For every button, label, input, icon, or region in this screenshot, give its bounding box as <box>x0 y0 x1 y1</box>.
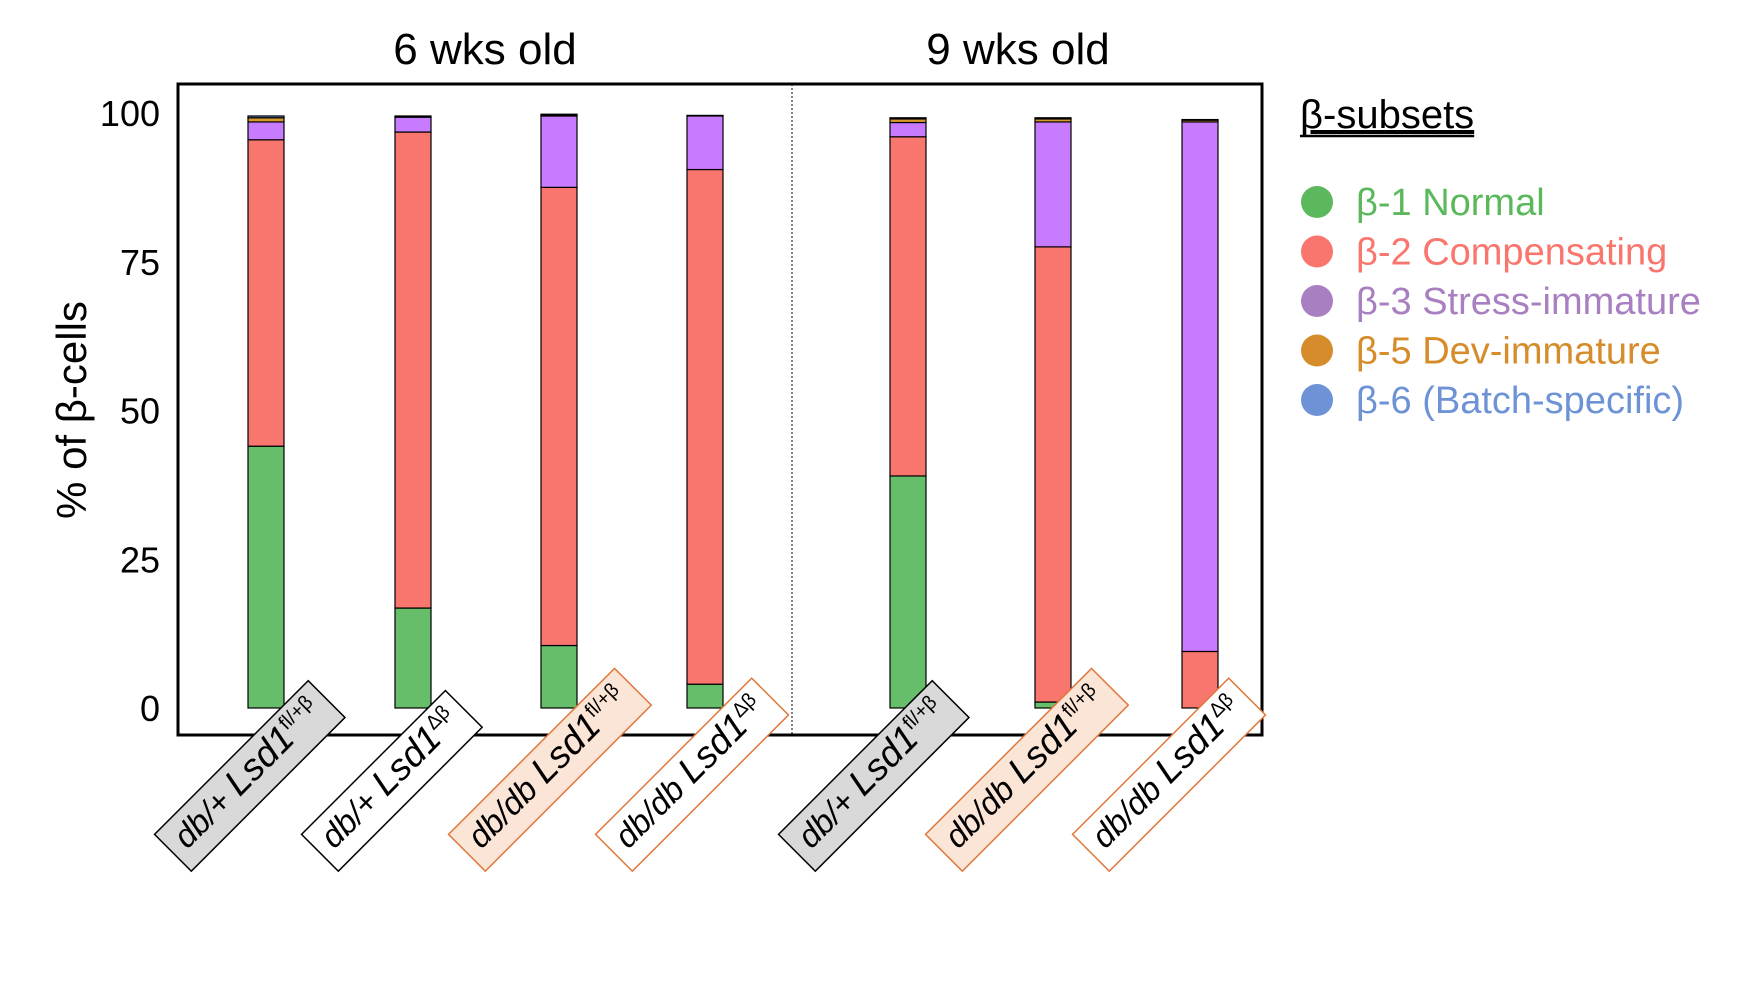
category-label-box <box>1071 677 1267 873</box>
bar-segment-3-series-2 <box>540 186 578 647</box>
bar-segment-2-series-5 <box>394 115 432 118</box>
bar-segment-6-series-2 <box>1034 246 1072 703</box>
legend-marker-5 <box>1301 384 1333 416</box>
group-title: 6 wks old <box>393 25 576 74</box>
bar-segment-5-series-1 <box>889 475 927 709</box>
legend-title: β-subsets <box>1300 93 1474 137</box>
category-label-box <box>153 679 347 873</box>
legend-marker-3 <box>1301 285 1333 317</box>
legend-entry-1: β-1 Normal <box>1356 182 1545 224</box>
category-label-box <box>777 679 971 873</box>
bar-segment-1-series-4 <box>247 117 285 123</box>
bar-segment-4-series-3 <box>686 115 724 171</box>
y-tick-label: 50 <box>120 391 160 432</box>
legend-marker-2 <box>1301 235 1333 268</box>
category-label-box <box>447 667 653 873</box>
category-label-3: db/db Lsd1fl/+β <box>447 667 653 873</box>
legend-marker-4 <box>1301 334 1333 367</box>
bar-segment-4-series-2 <box>686 168 724 685</box>
legend-entry-3: β-3 Stress-immature <box>1356 281 1701 323</box>
category-label-box <box>300 689 484 873</box>
y-tick-label: 75 <box>120 242 160 283</box>
plot-area <box>176 82 1264 737</box>
bar-segment-6-series-3 <box>1034 121 1072 248</box>
y-tick-label: 25 <box>120 539 160 580</box>
y-tick-label: 100 <box>100 93 160 134</box>
category-label-box <box>924 667 1130 873</box>
bar-segment-3-series-3 <box>540 115 578 188</box>
y-axis: 0 25 50 75 100 % of β-cells <box>48 93 160 729</box>
bar-segment-2-series-3 <box>394 116 432 133</box>
bar-segment-5-series-2 <box>889 136 927 477</box>
bar-segment-4-series-5 <box>686 114 724 117</box>
bar-segment-7-series-5 <box>1181 118 1219 121</box>
legend: β-subsets β-1 Normal β-2 Compensating β-3 S… <box>1300 93 1701 422</box>
bar-segment-2-series-1 <box>394 607 432 709</box>
category-label-box <box>594 677 790 873</box>
category-label-2: db/+ Lsd1Δβ <box>300 689 484 873</box>
group-titles: 6 wks old 9 wks old <box>393 25 1109 74</box>
bar-segment-6-series-5 <box>1034 117 1072 120</box>
bar-segment-5-series-3 <box>889 121 927 138</box>
legend-entry-2: β-2 Compensating <box>1356 232 1667 274</box>
bar-segment-7-series-3 <box>1181 121 1219 653</box>
y-axis-title: % of β-cells <box>48 301 95 519</box>
legend-entry-4: β-5 Dev-immature <box>1356 331 1661 373</box>
legend-marker-1 <box>1301 186 1333 218</box>
bar-segment-2-series-2 <box>394 131 432 609</box>
bar-segment-1-series-3 <box>247 121 285 141</box>
bar-segment-1-series-2 <box>247 139 285 447</box>
bar-segment-5-series-5 <box>889 117 927 120</box>
bar-segment-3-series-5 <box>540 113 578 116</box>
legend-entry-5: β-6 (Batch-specific) <box>1356 380 1684 422</box>
bar-segment-4-series-1 <box>686 683 724 709</box>
y-tick-label: 0 <box>140 688 160 729</box>
bar-segment-1-series-1 <box>247 445 285 709</box>
bar-segment-3-series-1 <box>540 644 578 709</box>
group-title: 9 wks old <box>926 25 1109 74</box>
bar-segment-1-series-5 <box>247 115 285 119</box>
